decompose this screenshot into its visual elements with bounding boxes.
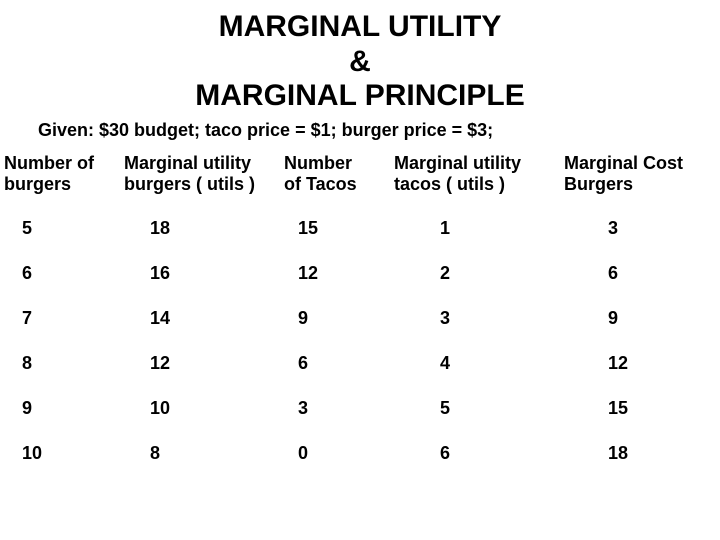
cell: 9 — [280, 296, 390, 341]
title-line-2: & — [349, 45, 371, 78]
col-header-burgers: Number ofburgers — [0, 153, 120, 206]
table-row: 7 14 9 3 9 — [0, 296, 720, 341]
table-row: 8 12 6 4 12 — [0, 341, 720, 386]
cell: 5 — [0, 206, 120, 251]
table-row: 10 8 0 6 18 — [0, 431, 720, 476]
cell: 15 — [280, 206, 390, 251]
cell: 12 — [120, 341, 280, 386]
table-row: 9 10 3 5 15 — [0, 386, 720, 431]
cell: 9 — [0, 386, 120, 431]
cell: 10 — [0, 431, 120, 476]
cell: 6 — [0, 251, 120, 296]
cell: 7 — [0, 296, 120, 341]
cell: 0 — [280, 431, 390, 476]
slide-title: MARGINAL UTILITY & MARGINAL PRINCIPLE — [0, 10, 720, 114]
cell: 4 — [390, 341, 560, 386]
cell: 18 — [560, 431, 720, 476]
cell: 3 — [390, 296, 560, 341]
cell: 8 — [120, 431, 280, 476]
title-line-1: MARGINAL UTILITY — [219, 10, 502, 43]
cell: 3 — [560, 206, 720, 251]
cell: 15 — [560, 386, 720, 431]
given-text: Given: $30 budget; taco price = $1; burg… — [38, 120, 720, 141]
cell: 8 — [0, 341, 120, 386]
cell: 14 — [120, 296, 280, 341]
col-header-mu-burgers: Marginal utilityburgers ( utils ) — [120, 153, 280, 206]
table-header-row: Number ofburgers Marginal utilityburgers… — [0, 153, 720, 206]
table-body: 5 18 15 1 3 6 16 12 2 6 7 14 9 3 9 8 — [0, 206, 720, 476]
table-row: 5 18 15 1 3 — [0, 206, 720, 251]
col-header-mc-burgers: Marginal CostBurgers — [560, 153, 720, 206]
cell: 5 — [390, 386, 560, 431]
cell: 18 — [120, 206, 280, 251]
cell: 9 — [560, 296, 720, 341]
cell: 2 — [390, 251, 560, 296]
cell: 6 — [390, 431, 560, 476]
col-header-tacos: Numberof Tacos — [280, 153, 390, 206]
cell: 1 — [390, 206, 560, 251]
cell: 12 — [280, 251, 390, 296]
utility-table: Number ofburgers Marginal utilityburgers… — [0, 153, 720, 476]
cell: 10 — [120, 386, 280, 431]
cell: 6 — [560, 251, 720, 296]
title-line-3: MARGINAL PRINCIPLE — [195, 79, 524, 112]
cell: 12 — [560, 341, 720, 386]
table-row: 6 16 12 2 6 — [0, 251, 720, 296]
slide: MARGINAL UTILITY & MARGINAL PRINCIPLE Gi… — [0, 0, 720, 540]
cell: 16 — [120, 251, 280, 296]
cell: 3 — [280, 386, 390, 431]
col-header-mu-tacos: Marginal utilitytacos ( utils ) — [390, 153, 560, 206]
cell: 6 — [280, 341, 390, 386]
